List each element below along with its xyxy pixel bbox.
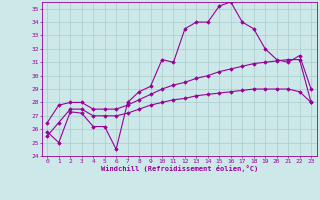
X-axis label: Windchill (Refroidissement éolien,°C): Windchill (Refroidissement éolien,°C) [100, 165, 258, 172]
